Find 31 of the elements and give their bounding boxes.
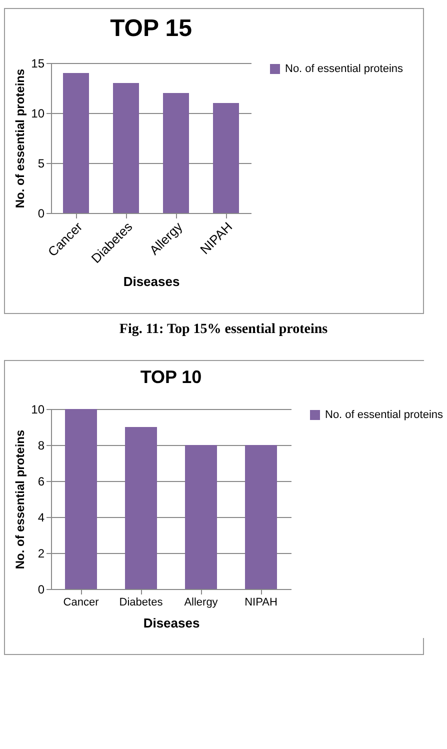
bar [185,445,217,589]
x-tick-label: Cancer [63,596,100,608]
y-tick-label: 0 [38,206,45,220]
y-tick-label: 5 [38,156,45,170]
bar [125,427,157,589]
caption: Fig. 11: Top 15% essential proteins [118,322,329,338]
x-tick-label: NIPAH [244,596,278,608]
bar [65,409,97,589]
bar [113,83,139,213]
bar [213,103,239,213]
y-tick-label: 6 [38,474,45,488]
y-tick-label: 10 [31,106,45,120]
y-tick-label: 2 [38,546,45,560]
x-axis-title: Diseases [143,616,200,630]
bar [245,445,277,589]
legend-label: No. of essential proteins [285,63,404,75]
chart-title: TOP 15 [110,15,192,42]
x-tick-label: Diabetes [119,596,164,608]
y-tick-label: 4 [38,510,45,524]
y-tick-label: 15 [31,56,45,70]
y-tick-label: 8 [38,438,45,452]
bar [163,93,189,213]
chart-title: TOP 10 [140,367,202,387]
x-axis-title: Diseases [123,274,180,289]
x-tick-label: Allergy [184,596,218,608]
y-axis-title: No. of essential proteins [13,68,28,208]
legend-label: No. of essential proteins [325,409,444,421]
y-tick-label: 0 [38,582,45,596]
y-axis-title: No. of essential proteins [13,429,28,570]
y-tick-label: 10 [31,402,45,416]
bar [63,73,89,213]
